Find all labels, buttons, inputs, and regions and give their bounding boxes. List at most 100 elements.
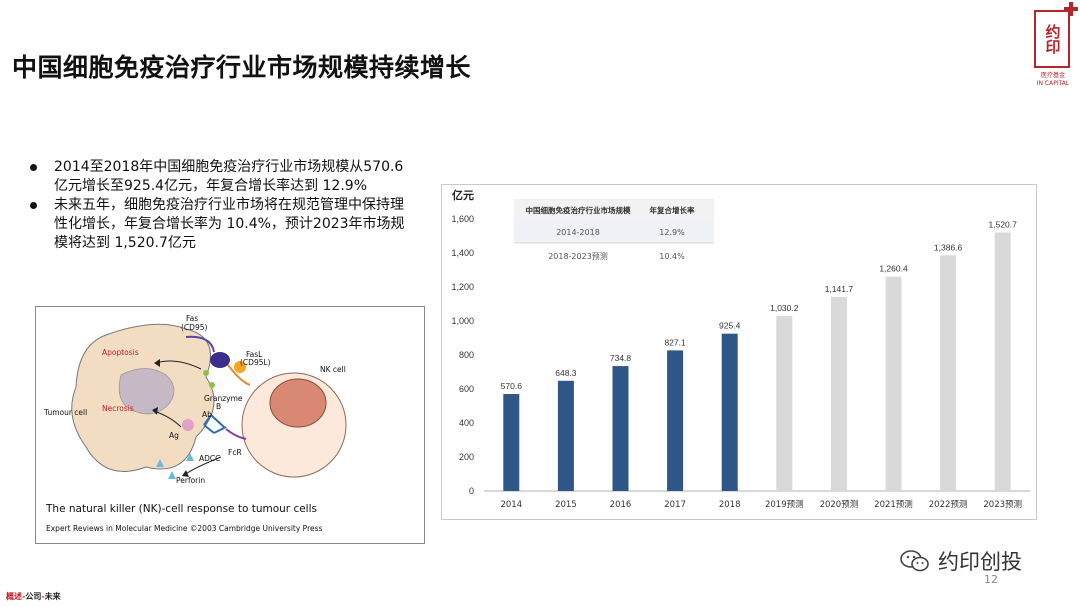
bar-value-label: 827.1 (664, 337, 686, 347)
wechat-icon (900, 550, 929, 572)
label-perforin: Perforin (176, 476, 205, 485)
x-tick-label: 2019预测 (765, 499, 804, 510)
arrow-head (152, 407, 158, 415)
bar-value-label: 1,386.6 (934, 242, 963, 252)
logo-sub-en: IN CAPITAL (1036, 80, 1070, 87)
label-ag: Ag (169, 431, 179, 440)
table-header-cagr: 年复合增长率 (650, 205, 695, 215)
label-nk-cell: NK cell (320, 365, 346, 374)
bar (885, 276, 902, 491)
antigen-shape (182, 419, 194, 431)
antibody-shape (203, 414, 227, 434)
bar-value-label: 1,260.4 (879, 264, 908, 274)
arrow-head (182, 470, 189, 477)
bar (994, 232, 1011, 491)
page-title: 中国细胞免疫治疗行业市场规模持续增长 (12, 53, 472, 82)
bar (776, 315, 793, 491)
perforin-triangle (186, 453, 194, 461)
x-tick-label: 2023预测 (983, 499, 1022, 510)
figure-credit: Expert Reviews in Molecular Medicine ©20… (46, 524, 323, 533)
bars-layer: 0 200 400 600 800 1,000 1,200 1,400 1,600 570.6 20… (451, 214, 1030, 510)
table-header-bg (514, 199, 714, 220)
bar-value-label: 570.6 (501, 381, 523, 391)
bar (667, 350, 684, 491)
label-tumour-cell: Tumour cell (43, 408, 87, 417)
logo-text: 约印 (1043, 24, 1062, 54)
x-tick-label: 2017 (664, 500, 686, 510)
fasl-stem (227, 364, 251, 386)
y-tick-label: 800 (459, 350, 474, 360)
perforin-triangle (156, 459, 164, 467)
x-tick-label: 2014 (500, 500, 522, 510)
label-adcc: ADCC (199, 454, 220, 463)
label-cd95l: (CD95L) (240, 358, 271, 367)
bar (940, 255, 957, 491)
logo-subtitle: 医疗基金 IN CAPITAL (1032, 72, 1074, 88)
y-tick-label: 400 (459, 418, 474, 428)
bar (830, 296, 847, 491)
footer-company: 公司 (25, 592, 42, 601)
perforin-triangle (168, 471, 176, 479)
table-cell: 10.4% (659, 252, 685, 261)
x-tick-label: 2015 (555, 500, 577, 510)
table-cell: 2018-2023预测 (548, 251, 608, 261)
label-necrosis: Necrosis (102, 404, 134, 413)
x-tick-label: 2018 (719, 500, 741, 510)
wechat-watermark: 约印创投 (900, 546, 1022, 576)
nk-cell-figure: Fas (CD95) FasL (CD95L) NK cell Apoptosi… (35, 306, 425, 544)
y-tick-label: 200 (459, 452, 474, 462)
y-tick-label: 1,400 (451, 248, 474, 258)
bar (557, 380, 574, 491)
fas-receptor (185, 335, 215, 353)
nk-cell-diagram: Fas (CD95) FasL (CD95L) NK cell Apoptosi… (43, 314, 347, 485)
bar-value-label: 925.4 (719, 321, 741, 331)
table-cell: 2014-2018 (556, 228, 600, 237)
bar (721, 333, 738, 491)
granzyme-dot (203, 370, 209, 376)
bullet-list: 2014至2018年中国细胞免疫治疗行业市场规模从570.6亿元增长至925.4… (30, 158, 410, 253)
fas-ligand (210, 352, 230, 368)
label-granzyme: Granzyme (204, 394, 243, 403)
logo-sub-cn: 医疗基金 (1040, 72, 1065, 79)
footer-nav: 概述-公司-未来 (6, 591, 61, 602)
bar-value-label: 734.8 (610, 353, 632, 363)
label-fasl: FasL (246, 350, 263, 359)
fcr-receptor (225, 428, 247, 440)
market-size-chart: 亿元 中国细胞免疫治疗行业市场规模 年复合增长率 2014-2018 12.9%… (441, 184, 1037, 520)
bar (503, 393, 520, 491)
table-cell: 12.9% (659, 228, 685, 237)
bar-value-label: 1,030.2 (770, 303, 799, 313)
label-apoptosis: Apoptosis (102, 348, 139, 357)
bar (612, 366, 629, 491)
nk-nucleus-shape (269, 378, 327, 428)
bullet-item-2: 未来五年，细胞免疫治疗行业市场将在规范管理中保持理性化增长，年复合增长率为 10… (30, 196, 410, 253)
y-tick-label: 0 (469, 486, 474, 496)
y-tick-label: 600 (459, 384, 474, 394)
label-fcr: FcR (228, 448, 242, 457)
bar-chart-svg: 亿元 中国细胞免疫治疗行业市场规模 年复合增长率 2014-2018 12.9%… (451, 188, 1030, 510)
bar-value-label: 1,520.7 (989, 219, 1018, 229)
table-row-bg (514, 220, 714, 243)
bar-value-label: 648.3 (555, 368, 577, 378)
brand-logo: 约印 (1034, 10, 1070, 68)
x-tick-label: 2022预测 (929, 499, 968, 510)
granzyme-dot (209, 382, 215, 388)
bar-value-label: 1,141.7 (825, 284, 854, 294)
bullet-item-1: 2014至2018年中国细胞免疫治疗行业市场规模从570.6亿元增长至925.4… (30, 158, 410, 196)
x-tick-label: 2021预测 (874, 499, 913, 510)
label-cd95: (CD95) (181, 323, 207, 332)
y-tick-label: 1,600 (451, 214, 474, 224)
footer-sep: - (41, 592, 45, 601)
x-tick-label: 2020预测 (820, 499, 859, 510)
fasl-head (234, 361, 246, 373)
x-tick-label: 2016 (610, 500, 632, 510)
label-ab: Ab (202, 410, 212, 419)
y-unit-label: 亿元 (452, 188, 474, 202)
footer-sep: - (22, 592, 26, 601)
logo-plus-icon (1064, 2, 1078, 16)
table-header-market: 中国细胞免疫治疗行业市场规模 (526, 205, 631, 215)
y-tick-label: 1,200 (451, 282, 474, 292)
tumour-nucleus-shape (118, 368, 175, 415)
label-granzyme-b: B (216, 402, 221, 411)
arrow-head (154, 359, 160, 367)
